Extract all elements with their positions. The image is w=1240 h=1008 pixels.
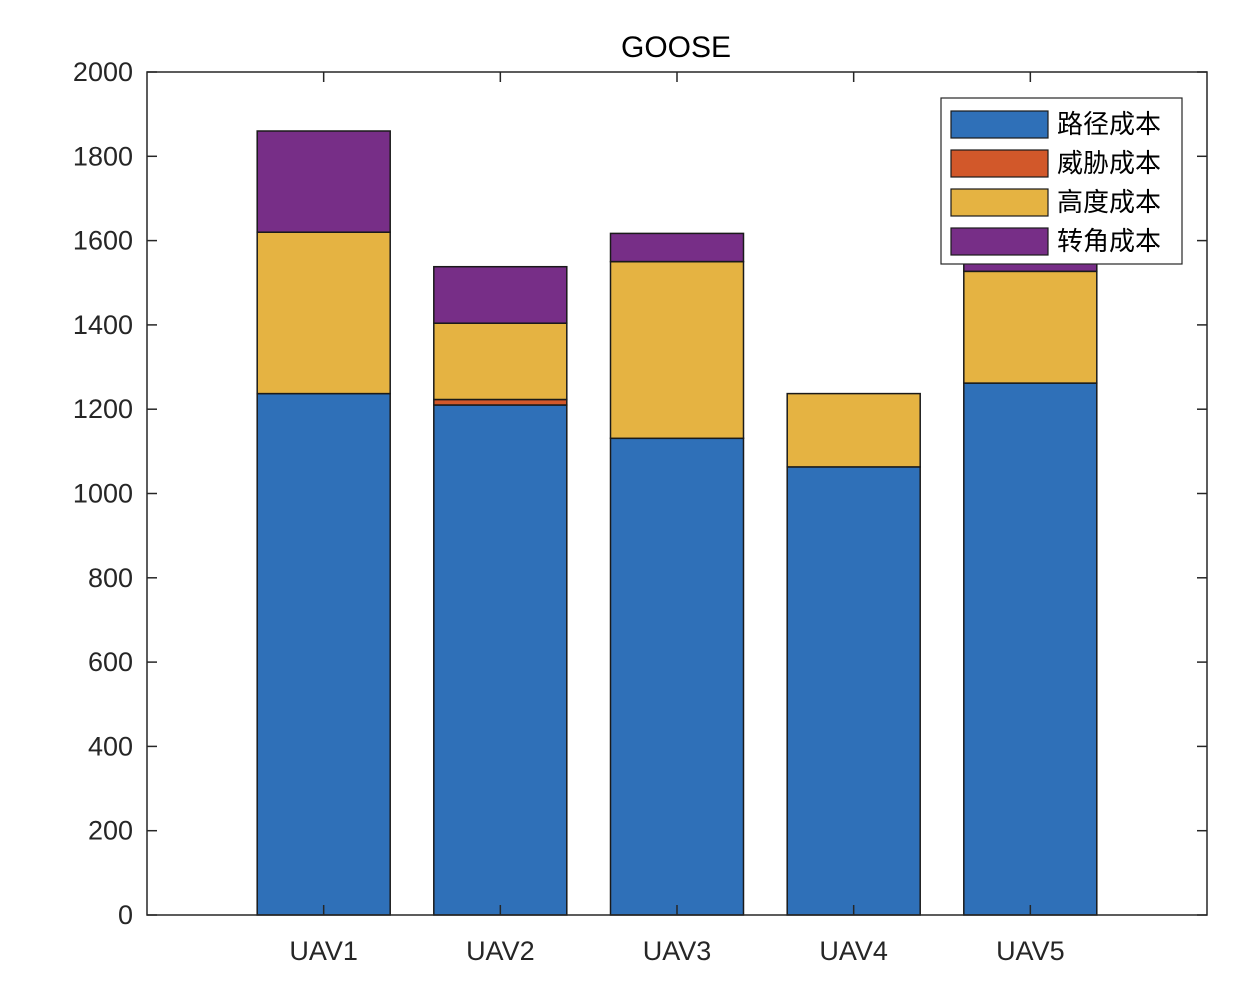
y-tick-label: 1800 bbox=[73, 141, 133, 171]
bar-uav4-series-3 bbox=[786, 392, 921, 468]
legend-label-2: 威胁成本 bbox=[1057, 149, 1161, 179]
y-tick-label: 0 bbox=[118, 900, 133, 930]
y-tick-label: 200 bbox=[88, 816, 133, 846]
bar-uav2-series-4 bbox=[433, 265, 568, 324]
bar-uav3-series-1 bbox=[609, 437, 745, 916]
legend-swatch-4 bbox=[950, 227, 1049, 256]
bar-uav2-series-3 bbox=[433, 322, 568, 401]
y-tick-label: 1000 bbox=[73, 479, 133, 509]
bar-uav2-series-2 bbox=[433, 398, 568, 406]
bar-uav5-series-3 bbox=[963, 270, 1098, 384]
y-tick-label: 2000 bbox=[73, 57, 133, 87]
axes-layer: 0 200 400 600 800 1000 1200 1400 1600 1800 2000 UAV… bbox=[73, 57, 1208, 966]
bar-uav1-series-4 bbox=[256, 130, 391, 233]
legend-label-4: 转角成本 bbox=[1057, 227, 1161, 257]
bar-uav2-series-1 bbox=[433, 404, 568, 916]
legend-swatch-3 bbox=[950, 188, 1049, 217]
x-tick-label-uav3: UAV3 bbox=[643, 936, 712, 966]
x-tick-label-uav4: UAV4 bbox=[819, 936, 888, 966]
x-tick-label-uav1: UAV1 bbox=[289, 936, 358, 966]
legend-label-3: 高度成本 bbox=[1057, 188, 1161, 218]
y-tick-label: 1600 bbox=[73, 226, 133, 256]
bars-layer bbox=[256, 130, 1098, 916]
bar-uav3-series-3 bbox=[609, 260, 745, 440]
legend-swatch-1 bbox=[950, 110, 1049, 139]
y-tick-label: 600 bbox=[88, 647, 133, 677]
bar-uav3-series-4 bbox=[609, 232, 745, 263]
bar-uav1-series-3 bbox=[256, 231, 391, 395]
legend-swatch-2 bbox=[950, 149, 1049, 178]
chart-title: GOOSE bbox=[621, 31, 731, 64]
y-tick-label: 800 bbox=[88, 563, 133, 593]
bar-uav4-series-1 bbox=[786, 466, 921, 916]
y-tick-label: 400 bbox=[88, 731, 133, 761]
y-tick-label: 1400 bbox=[73, 310, 133, 340]
y-tick-label: 1200 bbox=[73, 394, 133, 424]
x-tick-label-uav5: UAV5 bbox=[996, 936, 1065, 966]
legend-label-1: 路径成本 bbox=[1057, 110, 1161, 140]
bar-uav5-series-1 bbox=[963, 382, 1098, 916]
x-tick-label-uav2: UAV2 bbox=[466, 936, 535, 966]
bar-uav1-series-1 bbox=[256, 392, 391, 916]
